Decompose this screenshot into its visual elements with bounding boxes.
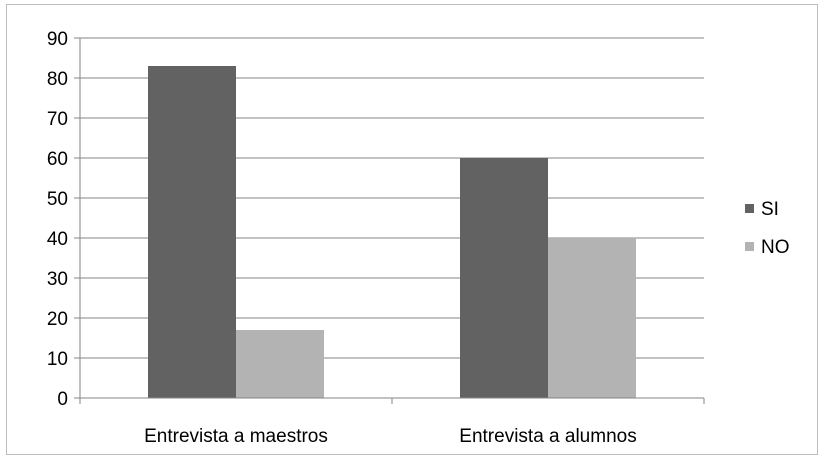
y-tick-label: 50 [47, 189, 68, 210]
x-category-label: Entrevista a alumnos [459, 426, 636, 447]
legend-label-no: NO [761, 237, 790, 258]
y-tick-label: 40 [47, 229, 68, 250]
bar-si-1 [460, 158, 548, 398]
y-tick-label: 30 [47, 269, 68, 290]
legend-label-si: SI [761, 199, 779, 220]
bars [148, 66, 636, 398]
legend: SI NO [745, 199, 790, 258]
bar-si-0 [148, 66, 236, 398]
category-labels: Entrevista a maestros Entrevista a alumno… [144, 426, 637, 447]
y-tick-label: 0 [57, 389, 68, 410]
y-tick-label: 20 [47, 309, 68, 330]
y-tick-label: 60 [47, 149, 68, 170]
y-tick-label: 10 [47, 349, 68, 370]
y-tick-labels: 0 10 20 30 40 50 60 70 80 90 [47, 29, 68, 410]
y-tick-label: 70 [47, 109, 68, 130]
y-tick-label: 80 [47, 69, 68, 90]
x-category-label: Entrevista a maestros [144, 426, 328, 447]
legend-swatch-no [745, 242, 754, 251]
bar-no-0 [236, 330, 324, 398]
y-tick-label: 90 [47, 29, 68, 50]
bar-no-1 [548, 238, 636, 398]
chart-frame [6, 4, 818, 455]
legend-swatch-si [745, 204, 754, 213]
axes [74, 37, 705, 404]
